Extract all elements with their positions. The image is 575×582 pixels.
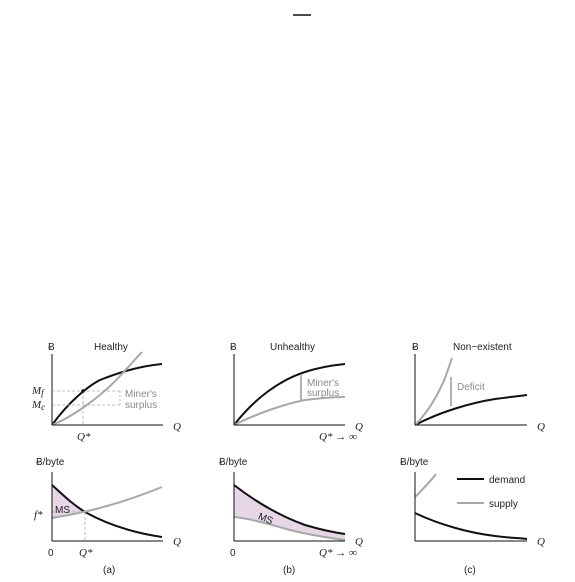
panel-a-top-xtick: Q* [77, 431, 91, 443]
panel-b-top-demand-curve [233, 363, 346, 426]
panel-a-equilibrium-point [81, 389, 85, 393]
panel-b: Ƀ Unhealthy Q Q* → ∞ Miner's surplus Ƀ/b… [219, 342, 363, 576]
panel-b-caption: (b) [283, 565, 295, 576]
panel-c-bottom-ylabel: Ƀ/byte [400, 457, 429, 468]
legend-demand-label: demand [489, 475, 525, 486]
panel-a-annotation-line2: surplus [125, 400, 157, 411]
panel-a-mc-M: M [31, 399, 42, 411]
panel-a-bottom-xlabel: Q [173, 536, 181, 548]
panel-a-top-xlabel: Q [173, 421, 181, 433]
panel-a-bottom-origin: 0 [48, 548, 54, 559]
legend: demand supply [457, 475, 525, 510]
panel-a-caption: (a) [103, 565, 115, 576]
panel-c-top-supply-curve [414, 357, 453, 426]
panel-c-title: Non−existent [453, 342, 512, 353]
panel-b-bottom-xtick: Q* → ∞ [319, 547, 357, 559]
panel-c-caption: (c) [464, 565, 476, 576]
panel-a-top-supply-curve [51, 351, 143, 426]
panel-b-top-supply-curve [233, 396, 346, 426]
panel-c-bottom-xlabel: Q [537, 536, 545, 548]
panel-c: Ƀ Non−existent Q Deficit Ƀ/byte Q demand… [400, 342, 545, 576]
panel-b-top-chart: Ƀ Unhealthy Q Q* → ∞ Miner's surplus [230, 342, 363, 443]
panel-b-top-ylabel: Ƀ [230, 342, 237, 353]
panel-b-ms-label: MS [256, 511, 274, 527]
panel-b-title: Unhealthy [270, 342, 315, 353]
panel-b-bottom-origin: 0 [230, 548, 236, 559]
panel-b-top-xlabel: Q [355, 421, 363, 433]
panel-b-bottom-ylabel: Ƀ/byte [219, 457, 248, 468]
panel-a-mf-sub: f [41, 388, 45, 398]
panel-b-bottom-demand-curve [233, 484, 346, 535]
panel-a-mf-label: Mf [31, 385, 45, 398]
panel-b-bottom-chart: Ƀ/byte Q 0 Q* → ∞ MS [219, 457, 363, 559]
panel-b-top-xtick: Q* → ∞ [319, 431, 357, 443]
panel-b-bottom-xlabel: Q [355, 536, 363, 548]
panel-a-bottom-chart: Ƀ/byte Q 0 Q* f* MS [34, 457, 181, 559]
panel-a-top-chart: Ƀ Healthy Q Q* Mf Mc Miner's surplus [31, 342, 181, 443]
panel-a-mf-M: M [31, 385, 42, 397]
panel-c-annotation: Deficit [457, 382, 485, 393]
panel-b-bottom-supply-curve [233, 516, 346, 541]
panel-c-top-chart: Ƀ Non−existent Q Deficit [412, 342, 545, 433]
panel-c-bottom-supply-curve [414, 473, 437, 498]
panel-a-fstar-label: f* [34, 509, 43, 521]
panel-c-bottom-demand-curve [414, 512, 528, 540]
panel-b-annotation-line1: Miner's [307, 378, 339, 389]
panel-a-top-ylabel: Ƀ [48, 342, 55, 353]
panel-a-annotation-line1: Miner's [125, 389, 157, 400]
legend-supply-label: supply [489, 499, 518, 510]
panel-a-ms-label: MS [55, 505, 70, 516]
panel-c-top-demand-curve [414, 394, 528, 426]
panel-a-mc-sub: c [41, 402, 45, 412]
panel-a-title: Healthy [94, 342, 128, 353]
panel-a-bottom-ylabel: Ƀ/byte [36, 457, 65, 468]
panel-a-mc-label: Mc [31, 399, 45, 412]
panel-c-top-ylabel: Ƀ [412, 342, 419, 353]
panel-a: Ƀ Healthy Q Q* Mf Mc Miner's surplus Ƀ/b… [31, 342, 181, 576]
panel-c-bottom-chart: Ƀ/byte Q demand supply [400, 457, 545, 548]
panel-a-bottom-supply-curve [51, 486, 163, 519]
panel-b-annotation-line2: surplus [307, 388, 339, 399]
panel-a-bottom-xtick: Q* [79, 547, 93, 559]
panel-c-top-xlabel: Q [537, 421, 545, 433]
panel-a-top-demand-curve [51, 363, 163, 426]
